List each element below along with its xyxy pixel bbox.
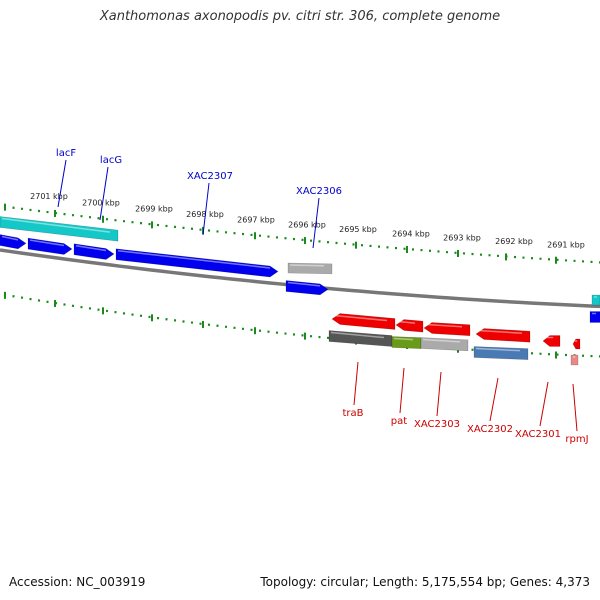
gene-feature-pink xyxy=(570,354,579,366)
gene-feature-grey xyxy=(287,262,333,275)
reverse-gene-label: XAC2301 xyxy=(515,429,561,440)
forward-gene-leader xyxy=(99,166,109,221)
forward-gene-label: lacG xyxy=(100,155,122,166)
forward-gene-label: lacF xyxy=(56,148,76,159)
scale-label: 2694 kbp xyxy=(392,229,430,238)
gene-arrow-blue xyxy=(73,243,115,260)
scale-label: 2692 kbp xyxy=(495,237,533,246)
gene-arrow-cyan xyxy=(0,216,119,242)
reverse-gene-label: rpmJ xyxy=(565,434,588,445)
forward-gene-leader xyxy=(312,197,320,249)
genome-info-text: Topology: circular; Length: 5,175,554 bp… xyxy=(260,575,590,589)
gene-arrow-blue xyxy=(27,237,73,255)
gene-arrow-cyan-highlight xyxy=(1,217,111,233)
gene-arrow-blue-highlight xyxy=(1,235,19,241)
reverse-gene-label: XAC2302 xyxy=(467,424,513,435)
gene-arrow-red xyxy=(572,338,581,350)
reverse-gene-label: pat xyxy=(391,416,407,427)
reverse-gene-leader xyxy=(399,367,405,414)
gene-feature-olive xyxy=(391,336,422,349)
gene-arrow-blue-highlight xyxy=(29,239,65,247)
reverse-gene-leader xyxy=(572,383,578,432)
gene-feature-dark-highlight xyxy=(330,331,385,339)
gene-arrow-red-highlight xyxy=(477,329,523,334)
gene-arrow-blue-highlight xyxy=(287,281,321,287)
reverse-gene-label: XAC2303 xyxy=(414,419,460,430)
gene-arrow-red-highlight xyxy=(425,323,463,328)
gene-feature-grey xyxy=(420,337,469,352)
forward-gene-label: XAC2306 xyxy=(296,186,342,197)
reverse-gene-leader xyxy=(353,361,359,406)
gene-arrow-blue xyxy=(0,234,27,250)
reverse-gene-leader xyxy=(436,371,442,417)
scale-label: 2695 kbp xyxy=(339,225,377,234)
gene-arrow-blue-highlight xyxy=(75,245,107,252)
gene-arrow-red xyxy=(423,322,471,337)
gene-arrow-red-highlight xyxy=(333,314,388,322)
gene-arrow-red xyxy=(542,335,561,347)
scale-label: 2699 kbp xyxy=(135,205,173,214)
gene-arrow-blue xyxy=(115,248,279,278)
gene-feature-grey-highlight xyxy=(422,338,461,343)
gene-feature-steel xyxy=(473,346,529,360)
gene-features xyxy=(0,216,600,366)
gene-arrow-red xyxy=(475,328,531,343)
accession-text: Accession: NC_003919 xyxy=(9,575,146,589)
gene-arrow-cyan xyxy=(591,294,600,306)
scale-label: 2701 kbp xyxy=(30,192,68,201)
gene-arrow-blue xyxy=(285,280,329,296)
gene-arrow-blue xyxy=(589,311,600,323)
reverse-gene-label: traB xyxy=(342,408,363,419)
scale-label: 2696 kbp xyxy=(288,220,326,229)
reverse-gene-leader xyxy=(489,377,499,422)
scale-label: 2700 kbp xyxy=(82,199,120,208)
gene-feature-steel-highlight xyxy=(475,347,521,352)
scale-label: 2697 kbp xyxy=(237,215,275,224)
gene-arrow-red-highlight xyxy=(397,320,416,324)
gene-arrow-red xyxy=(331,313,396,330)
forward-gene-leader xyxy=(57,159,67,208)
scale-label: 2693 kbp xyxy=(443,233,481,242)
gene-feature-grey-highlight xyxy=(289,264,325,267)
scale-label: 2691 kbp xyxy=(547,240,585,249)
gene-arrow-blue-highlight xyxy=(117,250,271,269)
forward-gene-label: XAC2307 xyxy=(187,171,233,182)
backbone-line xyxy=(0,248,600,309)
gene-arrow-red xyxy=(395,319,424,333)
reverse-gene-leader xyxy=(539,381,549,427)
gene-feature-olive-highlight xyxy=(393,337,414,341)
forward-gene-leader xyxy=(202,182,210,236)
map-title: Xanthomonas axonopodis pv. citri str. 30… xyxy=(99,9,501,24)
genome-backbone xyxy=(0,248,600,309)
